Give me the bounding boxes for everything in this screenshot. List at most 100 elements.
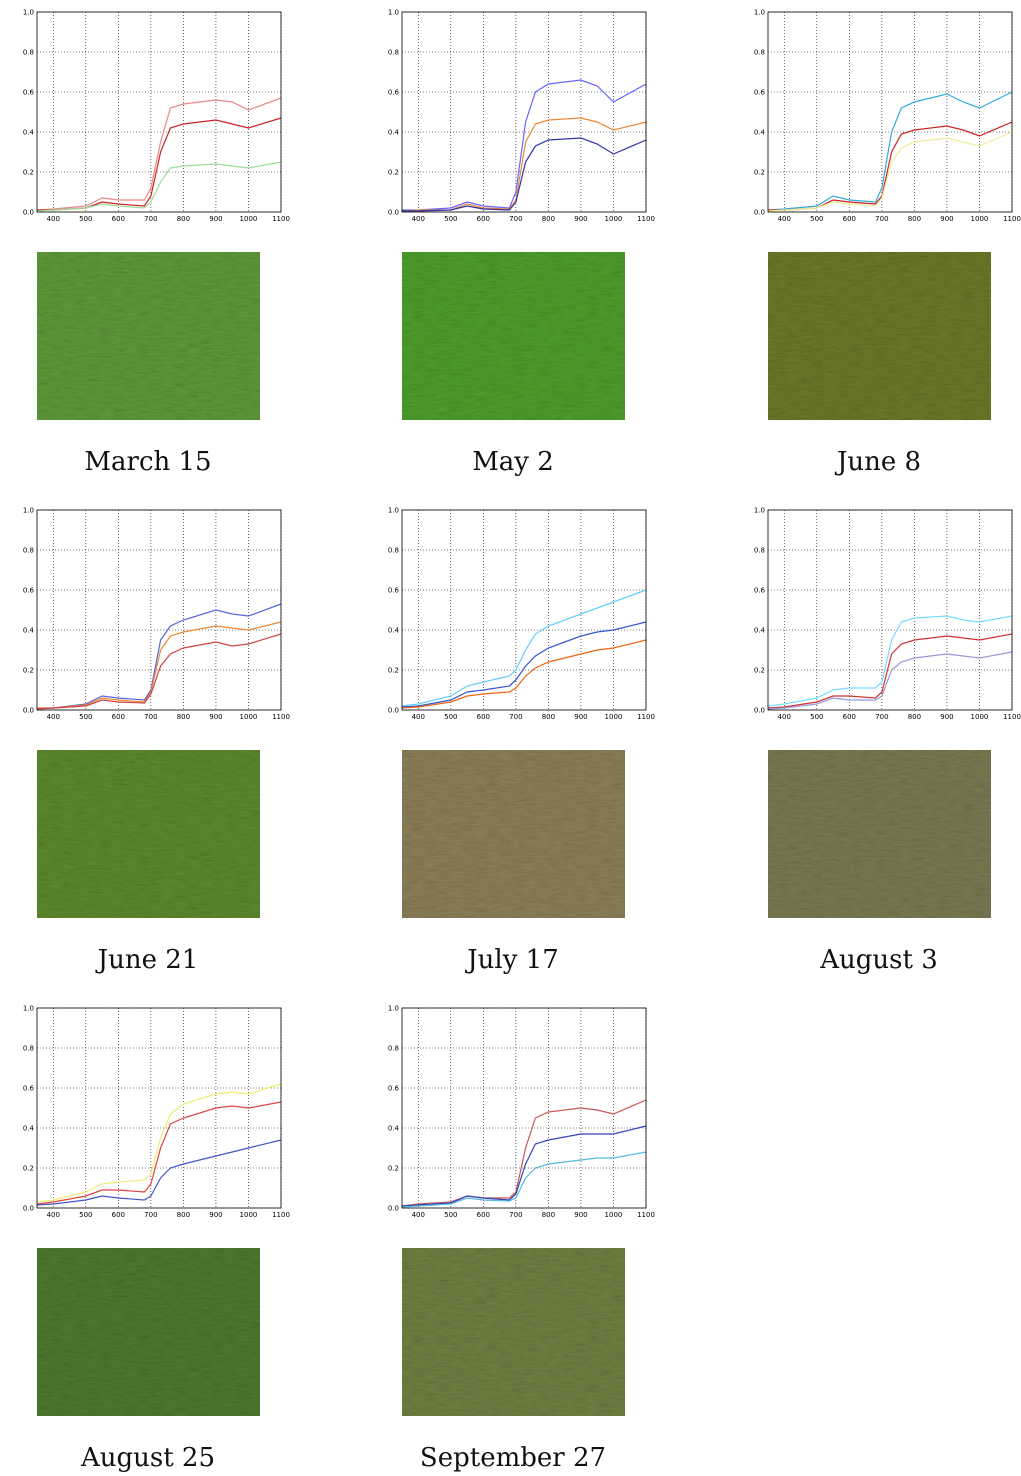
x-tick-label: 1100 xyxy=(1003,713,1021,721)
spectrum-line xyxy=(36,1101,282,1205)
y-tick-label: 0.6 xyxy=(754,89,766,97)
x-tick-label: 1100 xyxy=(637,215,655,223)
x-tick-label: 400 xyxy=(47,215,60,223)
y-tick-label: 0.6 xyxy=(388,587,400,595)
spectrum-line xyxy=(37,621,282,709)
spectrum-line xyxy=(401,1151,647,1208)
x-tick-label: 1000 xyxy=(240,713,258,721)
y-tick-label: 0.6 xyxy=(388,89,400,97)
y-tick-label: 0.6 xyxy=(754,587,766,595)
spectrum-line xyxy=(401,621,647,708)
x-tick-label: 700 xyxy=(509,713,522,721)
x-tick-label: 700 xyxy=(144,713,157,721)
photo xyxy=(402,1248,625,1416)
x-tick-label: 1100 xyxy=(272,1211,290,1219)
y-tick-label: 1.0 xyxy=(388,507,399,515)
y-tick-label: 0.4 xyxy=(388,129,400,137)
x-tick-label: 600 xyxy=(477,713,490,721)
spectrum-line xyxy=(401,639,647,709)
y-tick-label: 0.8 xyxy=(388,547,399,555)
y-tick-label: 0.4 xyxy=(23,129,35,137)
chart: 0.0 0.2 0.4 0.6 0.8 1.0 400 500 600 700 800 900 1000… xyxy=(754,507,1021,722)
y-tick-label: 0.4 xyxy=(23,1125,35,1133)
x-tick-label: 900 xyxy=(940,713,953,721)
x-tick-label: 1100 xyxy=(1003,215,1021,223)
spectrum-line xyxy=(401,1099,647,1207)
spectrum-line xyxy=(767,633,1013,709)
x-tick-label: 800 xyxy=(177,1211,190,1219)
x-tick-label: 900 xyxy=(209,713,222,721)
x-tick-label: 600 xyxy=(112,713,125,721)
spectrum-line xyxy=(36,1139,282,1206)
spectrum-line xyxy=(402,79,647,211)
y-tick-label: 0.6 xyxy=(388,1085,400,1093)
caption: September 27 xyxy=(420,1443,606,1473)
spectrum-line xyxy=(402,137,647,212)
x-tick-label: 1100 xyxy=(272,215,290,223)
x-tick-label: 900 xyxy=(940,215,953,223)
x-tick-label: 800 xyxy=(542,215,555,223)
y-tick-label: 0.8 xyxy=(388,1045,399,1053)
photo xyxy=(402,750,625,918)
x-tick-label: 800 xyxy=(542,1211,555,1219)
x-tick-label: 400 xyxy=(778,215,791,223)
y-tick-label: 1.0 xyxy=(23,9,34,17)
x-tick-label: 800 xyxy=(177,215,190,223)
x-tick-label: 1000 xyxy=(971,215,989,223)
plot-frame xyxy=(36,1007,282,1209)
y-tick-label: 0.6 xyxy=(23,587,35,595)
photo xyxy=(768,252,991,420)
y-tick-label: 0.2 xyxy=(388,169,399,177)
photo xyxy=(402,252,625,420)
photo xyxy=(37,750,260,918)
plot-frame xyxy=(767,11,1013,213)
chart: 0.0 0.2 0.4 0.6 0.8 1.0 400 500 600 700 800 900 1000… xyxy=(23,9,290,224)
chart: 0.0 0.2 0.4 0.6 0.8 1.0 400 500 600 700 800 900 1000… xyxy=(388,9,655,224)
x-tick-label: 1000 xyxy=(605,713,623,721)
x-tick-label: 800 xyxy=(908,215,921,223)
x-tick-label: 400 xyxy=(412,215,425,223)
y-tick-label: 0.8 xyxy=(754,49,765,57)
x-tick-label: 700 xyxy=(509,1211,522,1219)
y-tick-label: 0.8 xyxy=(754,547,765,555)
plot-frame xyxy=(401,1007,647,1209)
y-tick-label: 0.2 xyxy=(23,169,34,177)
y-tick-label: 1.0 xyxy=(23,507,34,515)
spectrum-line xyxy=(767,91,1013,211)
x-tick-label: 400 xyxy=(47,1211,60,1219)
x-tick-label: 700 xyxy=(875,215,888,223)
photo xyxy=(37,1248,260,1416)
spectrum-line xyxy=(767,131,1013,212)
caption: August 25 xyxy=(80,1443,215,1473)
y-tick-label: 0.2 xyxy=(754,169,765,177)
caption: July 17 xyxy=(464,945,559,975)
chart: 0.0 0.2 0.4 0.6 0.8 1.0 400 500 600 700 800 900 1000… xyxy=(23,507,290,722)
spectrum-line xyxy=(37,603,282,709)
chart: 0.0 0.2 0.4 0.6 0.8 1.0 400 500 600 700 800 900 1000… xyxy=(23,1005,290,1220)
caption: August 3 xyxy=(819,945,938,975)
x-tick-label: 500 xyxy=(79,1211,92,1219)
spectrum-line xyxy=(401,589,647,707)
x-tick-label: 800 xyxy=(542,713,555,721)
x-tick-label: 700 xyxy=(144,1211,157,1219)
caption: March 15 xyxy=(84,447,211,477)
y-tick-label: 1.0 xyxy=(23,1005,34,1013)
y-tick-label: 0.4 xyxy=(23,627,35,635)
y-tick-label: 1.0 xyxy=(388,9,399,17)
x-tick-label: 500 xyxy=(444,713,457,721)
x-tick-label: 1000 xyxy=(971,713,989,721)
spectrum-line xyxy=(767,651,1013,710)
x-tick-label: 500 xyxy=(810,713,823,721)
x-tick-label: 600 xyxy=(477,1211,490,1219)
x-tick-label: 700 xyxy=(144,215,157,223)
caption: May 2 xyxy=(472,447,554,477)
y-tick-label: 0.4 xyxy=(754,627,766,635)
y-tick-label: 0.4 xyxy=(388,1125,400,1133)
chart: 0.0 0.2 0.4 0.6 0.8 1.0 400 500 600 700 800 900 1000… xyxy=(754,9,1021,224)
x-tick-label: 600 xyxy=(843,713,856,721)
plot-frame xyxy=(401,11,647,213)
x-tick-label: 500 xyxy=(79,215,92,223)
y-tick-label: 0.0 xyxy=(23,707,34,715)
spectrum-line xyxy=(36,633,282,710)
